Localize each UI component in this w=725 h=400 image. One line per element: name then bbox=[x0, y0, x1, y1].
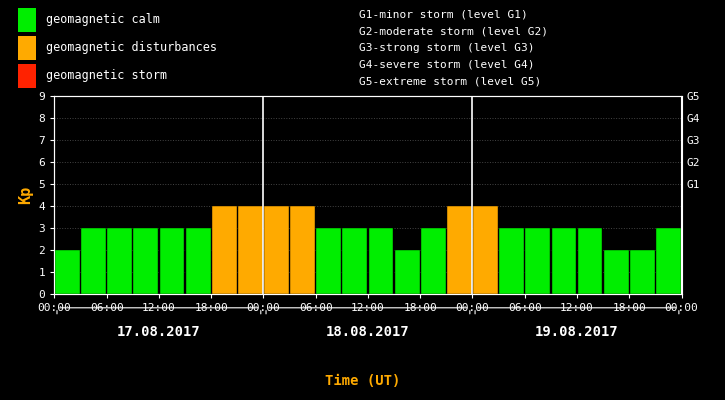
Bar bbox=[368, 228, 394, 294]
Bar bbox=[526, 228, 550, 294]
Bar bbox=[656, 228, 681, 294]
Bar bbox=[81, 228, 106, 294]
Text: geomagnetic disturbances: geomagnetic disturbances bbox=[46, 42, 218, 54]
Text: 18.08.2017: 18.08.2017 bbox=[326, 325, 410, 339]
Bar bbox=[604, 250, 629, 294]
Y-axis label: Kp: Kp bbox=[18, 186, 33, 204]
Bar bbox=[186, 228, 210, 294]
Bar bbox=[238, 206, 262, 294]
Bar bbox=[18, 36, 36, 60]
Bar bbox=[316, 228, 341, 294]
Text: G1-minor storm (level G1): G1-minor storm (level G1) bbox=[359, 9, 528, 19]
Bar bbox=[18, 8, 36, 32]
Text: G2-moderate storm (level G2): G2-moderate storm (level G2) bbox=[359, 26, 548, 36]
Text: G5-extreme storm (level G5): G5-extreme storm (level G5) bbox=[359, 77, 541, 87]
Bar bbox=[394, 250, 420, 294]
Text: G4-severe storm (level G4): G4-severe storm (level G4) bbox=[359, 60, 534, 70]
Bar bbox=[55, 250, 80, 294]
Bar bbox=[264, 206, 289, 294]
Bar bbox=[290, 206, 315, 294]
Bar bbox=[133, 228, 158, 294]
Bar bbox=[473, 206, 498, 294]
Bar bbox=[160, 228, 184, 294]
Text: geomagnetic calm: geomagnetic calm bbox=[46, 14, 160, 26]
Bar bbox=[578, 228, 602, 294]
Text: 17.08.2017: 17.08.2017 bbox=[117, 325, 201, 339]
Bar bbox=[212, 206, 236, 294]
Bar bbox=[552, 228, 576, 294]
Bar bbox=[500, 228, 524, 294]
Bar bbox=[107, 228, 132, 294]
Bar bbox=[447, 206, 472, 294]
Bar bbox=[420, 228, 446, 294]
Bar bbox=[342, 228, 368, 294]
Text: G3-strong storm (level G3): G3-strong storm (level G3) bbox=[359, 43, 534, 53]
Bar bbox=[630, 250, 655, 294]
Text: geomagnetic storm: geomagnetic storm bbox=[46, 70, 167, 82]
Bar bbox=[18, 64, 36, 88]
Text: Time (UT): Time (UT) bbox=[325, 374, 400, 388]
Text: 19.08.2017: 19.08.2017 bbox=[535, 325, 619, 339]
